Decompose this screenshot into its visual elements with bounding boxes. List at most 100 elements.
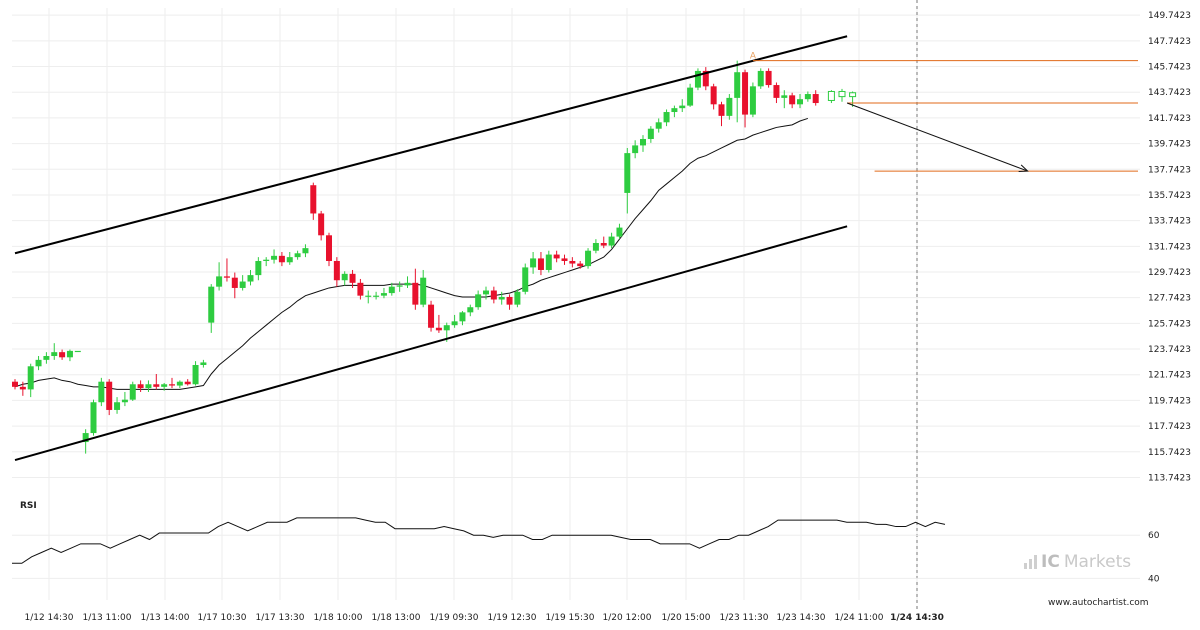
footer-url: www.autochartist.com	[1048, 598, 1149, 608]
candle-body	[255, 261, 261, 275]
candle	[530, 252, 536, 274]
candle-body	[287, 257, 293, 262]
candle	[687, 84, 693, 107]
candle-body	[397, 285, 403, 286]
price-tick-label: 133.7423	[1148, 217, 1191, 227]
price-tick-label: 125.7423	[1148, 319, 1191, 329]
candle-body	[208, 287, 214, 323]
candle-body	[459, 312, 465, 321]
candle	[357, 279, 363, 300]
candle	[365, 291, 371, 304]
candle	[208, 284, 214, 333]
candle-body	[263, 260, 269, 261]
candle-body	[161, 384, 167, 387]
candle	[216, 262, 222, 290]
candle	[766, 68, 772, 87]
candle-body	[726, 98, 732, 116]
candle-body	[326, 235, 332, 261]
candle-body	[106, 382, 112, 410]
candle-body	[248, 275, 254, 281]
candle	[695, 68, 701, 90]
candle-body	[805, 94, 811, 99]
candle	[412, 269, 418, 310]
price-tick-label: 127.7423	[1148, 294, 1191, 304]
candle-body	[177, 382, 183, 386]
candle-body	[569, 261, 575, 264]
candle-body	[593, 243, 599, 251]
candle-body	[467, 307, 473, 312]
candle-body	[428, 305, 434, 328]
candle	[648, 126, 654, 143]
time-tick-label: 1/12 14:30	[24, 613, 73, 623]
time-tick-label: 1/17 13:30	[255, 613, 304, 623]
candle-body	[750, 86, 756, 114]
candle-body	[232, 278, 238, 288]
candle-body	[781, 95, 787, 98]
candle-body	[444, 325, 450, 330]
candle-body	[295, 253, 301, 257]
price-tick-label: 121.7423	[1148, 371, 1191, 381]
candle	[632, 140, 638, 158]
candle	[679, 99, 685, 112]
candle-body	[373, 296, 379, 297]
candle-body	[656, 122, 662, 128]
candle-body	[554, 255, 560, 259]
candle-body	[695, 71, 701, 88]
candle-body	[538, 258, 544, 270]
candle-body	[530, 258, 536, 267]
time-tick-label: 1/13 11:00	[82, 613, 131, 623]
candle-body	[711, 86, 717, 104]
candle-body	[240, 282, 246, 288]
rsi-tick-label: 60	[1148, 531, 1160, 541]
candle	[12, 379, 18, 389]
candle	[797, 94, 803, 108]
candle	[734, 61, 740, 123]
candle-body	[475, 294, 481, 307]
candle-body	[224, 276, 230, 277]
rsi-tick-label: 40	[1148, 574, 1160, 584]
candle-body	[350, 274, 356, 283]
candle-body	[405, 283, 411, 286]
candle-body	[797, 99, 803, 104]
candle	[122, 392, 128, 406]
brand-name: Markets	[1064, 552, 1131, 572]
candle	[240, 275, 246, 290]
candle	[577, 261, 583, 269]
candle	[640, 135, 646, 152]
candle-body	[302, 248, 308, 253]
candle-body	[624, 153, 630, 193]
candle-body	[357, 283, 363, 296]
candle	[593, 239, 599, 253]
candle	[318, 211, 324, 241]
candle	[193, 361, 199, 385]
pattern-overlays: A	[15, 36, 1138, 460]
candle	[334, 257, 340, 287]
forecast-arrow-line	[847, 103, 1028, 171]
candle	[562, 255, 568, 265]
candle	[130, 382, 136, 401]
candle-body	[365, 296, 371, 297]
candle-body	[632, 145, 638, 153]
candle	[326, 233, 332, 266]
candle	[98, 378, 104, 406]
brand-prefix: IC	[1041, 552, 1060, 572]
candle-body	[813, 94, 819, 103]
candle-body	[789, 95, 795, 104]
candle	[75, 351, 81, 352]
time-tick-label: 1/18 10:00	[313, 613, 362, 623]
candle-body	[514, 292, 520, 305]
price-tick-label: 135.7423	[1148, 191, 1191, 201]
candle	[475, 291, 481, 310]
candle	[436, 315, 442, 333]
candle	[310, 183, 316, 220]
candle-body	[828, 91, 834, 100]
candle	[397, 282, 403, 292]
candle-body	[271, 256, 277, 260]
time-tick-label: 1/24 14:30	[890, 613, 944, 623]
candle-body	[734, 72, 740, 98]
candle	[59, 350, 65, 360]
candle	[726, 94, 732, 120]
price-tick-label: 119.7423	[1148, 396, 1191, 406]
candle-body	[389, 287, 395, 293]
